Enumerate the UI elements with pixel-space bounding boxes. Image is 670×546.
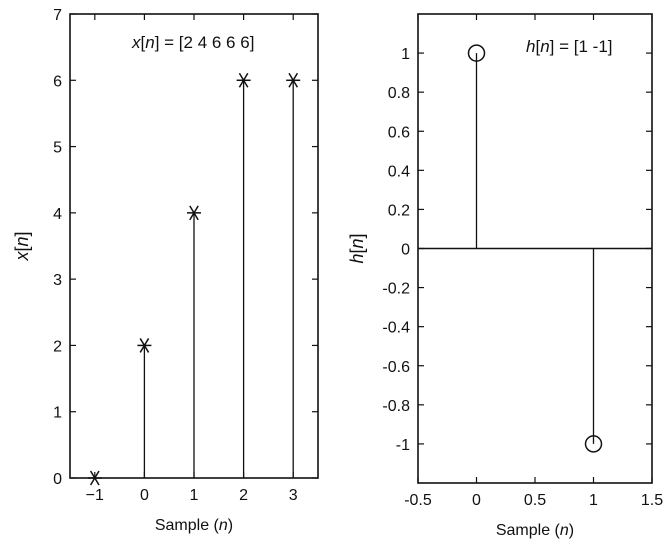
y-tick-label: -0.8 <box>382 398 410 415</box>
y-tick-label: 2 <box>53 338 62 355</box>
stem-marker-asterisk <box>87 470 102 486</box>
asterisk-stroke <box>288 72 299 88</box>
x-axis-label: Sample (n) <box>155 517 233 534</box>
y-tick-label: 1 <box>401 46 410 63</box>
y-tick-label: 0.8 <box>388 85 410 102</box>
stem-marker-asterisk <box>137 338 152 353</box>
y-tick-label: 5 <box>53 140 62 157</box>
x-tick-label: 1.5 <box>641 492 663 509</box>
y-tick-label: -1 <box>396 437 410 454</box>
asterisk-stroke <box>139 338 150 353</box>
plot-x-signal: 0 1 2 3 4 5 6 7 −1 0 1 2 3 x[n] = [2 4 6 6 6] Sampl… <box>12 7 319 534</box>
y-axis-ticks: 1 0.8 0.6 0.4 0.2 0 -0.2 -0.4 -0.6 -0.8 -1 <box>382 46 652 454</box>
stem-marker-asterisk <box>187 205 201 221</box>
plot-h-signal: 1 0.8 0.6 0.4 0.2 0 -0.2 -0.4 -0.6 -0.8 -1 -0.5 0 0.… <box>347 13 663 539</box>
y-tick-label: 0 <box>401 242 410 259</box>
stem-series <box>87 72 301 486</box>
y-tick-label: 0.4 <box>388 163 410 180</box>
x-tick-label: 0 <box>140 487 149 504</box>
y-tick-label: 4 <box>53 206 62 223</box>
x-axis-label: Sample (n) <box>496 522 574 539</box>
asterisk-stroke <box>238 72 249 88</box>
y-tick-label: 0.6 <box>388 124 410 141</box>
y-tick-label: 3 <box>53 272 62 289</box>
x-tick-label: 1 <box>589 492 598 509</box>
stem-series <box>467 44 603 453</box>
stem-marker-asterisk <box>236 72 251 88</box>
signal-annotation: x[n] = [2 4 6 6 6] <box>131 33 254 52</box>
x-axis-ticks: -0.5 0 0.5 1 1.5 <box>404 14 663 509</box>
x-tick-label: −1 <box>86 487 104 504</box>
y-tick-label: -0.4 <box>382 320 410 337</box>
signal-annotation: h[n] = [1 -1] <box>526 37 613 56</box>
stem-marker-circle <box>467 44 486 62</box>
x-tick-label: 0 <box>472 492 481 509</box>
x-tick-label: 1 <box>190 487 199 504</box>
y-tick-label: -0.2 <box>382 281 410 298</box>
y-tick-label: 1 <box>53 405 62 422</box>
x-tick-label: -0.5 <box>404 492 432 509</box>
y-axis-ticks: 0 1 2 3 4 5 6 7 <box>53 7 318 488</box>
x-axis-ticks: −1 0 1 2 3 <box>86 14 298 504</box>
y-tick-label: 0 <box>53 471 62 488</box>
y-axis-label: x[n] <box>12 231 32 261</box>
y-tick-label: 6 <box>53 73 62 90</box>
x-tick-label: 0.5 <box>524 492 546 509</box>
y-tick-label: -0.6 <box>382 359 410 376</box>
x-tick-label: 2 <box>239 487 248 504</box>
stem-marker-circle <box>584 435 603 453</box>
stem-marker-asterisk <box>286 72 301 88</box>
asterisk-stroke <box>89 470 100 486</box>
x-tick-label: 3 <box>289 487 298 504</box>
y-tick-label: 7 <box>53 7 62 24</box>
y-tick-label: 0.2 <box>388 202 410 219</box>
asterisk-stroke <box>189 205 199 221</box>
y-axis-label: h[n] <box>347 233 367 263</box>
